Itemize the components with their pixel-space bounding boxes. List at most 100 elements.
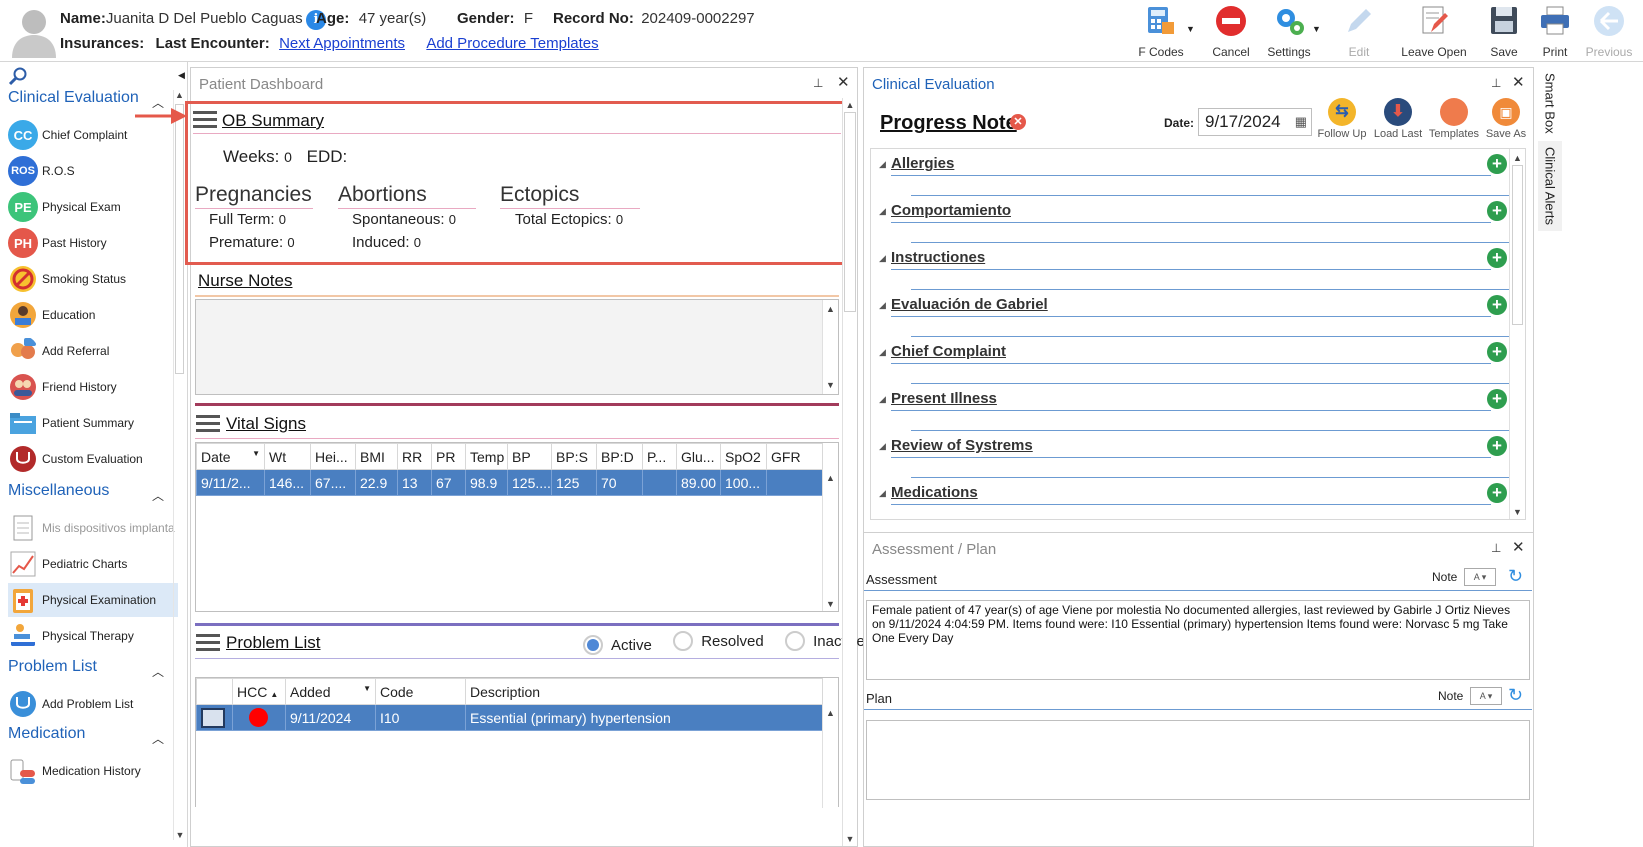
table-cell[interactable]: 67 (431, 469, 466, 496)
sidebar-item-past-history[interactable]: PH Past History (8, 226, 178, 260)
scroll-up-icon[interactable]: ▲ (175, 90, 184, 100)
add-icon[interactable]: + (1487, 154, 1507, 174)
nurse-notes-scrollbar[interactable]: ▲ ▼ (822, 300, 838, 394)
next-appointments-link[interactable]: Next Appointments (279, 35, 405, 52)
chevron-up-icon[interactable]: ︿ (152, 96, 165, 110)
pin-icon[interactable]: ⊥ (813, 76, 824, 90)
scroll-up-icon[interactable]: ▲ (826, 304, 835, 314)
column-header[interactable]: BP:S (551, 443, 597, 470)
collapse-arrow-icon[interactable]: ◢ (879, 394, 886, 404)
add-icon[interactable]: + (1487, 389, 1507, 409)
add-icon[interactable]: + (1487, 201, 1507, 221)
section-medications[interactable]: ◢ Medications + (879, 480, 1519, 519)
column-header[interactable]: BP (507, 443, 552, 470)
date-input[interactable]: 9/17/2024 ▦ (1198, 108, 1312, 136)
table-cell[interactable]: I10 (375, 704, 466, 731)
column-header[interactable]: Added ▼ (285, 678, 376, 705)
column-header[interactable]: PR (431, 443, 466, 470)
settings-button[interactable]: Settings (1256, 4, 1322, 60)
close-icon[interactable]: ✕ (1512, 74, 1525, 91)
section-allergies[interactable]: ◢ Allergies + (879, 151, 1519, 198)
sidebar-item-custom-evaluation[interactable]: Custom Evaluation (8, 442, 178, 476)
pin-icon[interactable]: ⊥ (1491, 76, 1502, 90)
info-icon[interactable]: i (306, 10, 326, 30)
column-header[interactable]: P... (642, 443, 677, 470)
column-header[interactable]: Date ▼ (196, 443, 265, 470)
column-header[interactable]: Glu... (676, 443, 721, 470)
edit-button[interactable]: Edit (1326, 4, 1392, 60)
vital-signs-scrollbar[interactable]: ▲ ▼ (822, 469, 838, 611)
column-header[interactable]: Hei... (310, 443, 356, 470)
add-icon[interactable]: + (1487, 342, 1507, 362)
load-last-button[interactable]: ⬇ Load Last (1368, 98, 1428, 140)
scroll-up-icon[interactable]: ▲ (826, 708, 835, 718)
table-cell[interactable]: 125 (551, 469, 597, 496)
column-header[interactable]: Code (375, 678, 466, 705)
scroll-thumb[interactable] (175, 104, 184, 374)
section-label[interactable]: Chief Complaint (891, 343, 1006, 360)
scroll-down-icon[interactable]: ▼ (175, 830, 185, 840)
radio-circle[interactable] (785, 631, 806, 651)
table-cell[interactable]: Essential (primary) hypertension (465, 704, 823, 731)
table-cell[interactable]: 89.00 (676, 469, 721, 496)
table-cell[interactable]: 67.... (310, 469, 356, 496)
add-procedure-templates-link[interactable]: Add Procedure Templates (426, 35, 599, 52)
close-icon[interactable]: ✕ (837, 74, 850, 91)
sidebar-item-physical-therapy[interactable]: Physical Therapy (8, 619, 178, 653)
table-cell[interactable] (642, 469, 677, 496)
section-label[interactable]: Present Illness (891, 390, 997, 407)
table-row[interactable]: 9/11/2024 I10 Essential (primary) hypert… (196, 704, 823, 731)
table-cell[interactable]: 9/11/2024 (285, 704, 376, 731)
add-icon[interactable]: + (1487, 483, 1507, 503)
collapse-arrow-icon[interactable]: ◢ (879, 488, 886, 498)
table-cell[interactable]: 146... (264, 469, 311, 496)
scroll-up-icon[interactable]: ▲ (826, 473, 835, 483)
assessment-text-area[interactable]: Female patient of 47 year(s) of age Vien… (866, 600, 1530, 680)
note-title[interactable]: Progress Note (880, 112, 1017, 134)
section-present-illness[interactable]: ◢ Present Illness + (879, 386, 1519, 433)
scroll-down-icon[interactable]: ▼ (1513, 507, 1522, 517)
sort-dropdown-icon[interactable]: ▼ (363, 683, 371, 693)
sidebar-item-medication-history[interactable]: Medication History (8, 754, 178, 788)
column-header[interactable]: BMI (355, 443, 398, 470)
column-header[interactable]: Wt (264, 443, 311, 470)
add-icon[interactable]: + (1487, 436, 1507, 456)
cancel-button[interactable]: Cancel (1198, 4, 1264, 60)
chevron-up-icon[interactable]: ︿ (152, 665, 165, 679)
scroll-thumb[interactable] (844, 112, 856, 312)
sidebar-item-patient-summary[interactable]: Patient Summary (8, 406, 178, 440)
refresh-icon[interactable]: ↻ (1508, 566, 1524, 586)
plan-text-area[interactable] (866, 720, 1530, 800)
sidebar-scrollbar[interactable]: ▲ ▼ (173, 90, 185, 840)
fcodes-button[interactable]: F Codes (1128, 4, 1194, 60)
sidebar-item-smoking-status[interactable]: Smoking Status (8, 262, 178, 296)
sidebar-item-add-problem-list[interactable]: Add Problem List (8, 687, 178, 721)
section-chief-complaint[interactable]: ◢ Chief Complaint + (879, 339, 1519, 386)
table-cell[interactable] (766, 469, 823, 496)
refresh-icon[interactable]: ↻ (1508, 685, 1524, 705)
column-header[interactable] (196, 678, 233, 705)
add-icon[interactable]: + (1487, 295, 1507, 315)
problem-list-scrollbar[interactable]: ▲ (822, 704, 838, 808)
scroll-thumb[interactable] (1512, 165, 1523, 325)
problem-list-title[interactable]: Problem List (226, 633, 321, 652)
add-icon[interactable]: + (1487, 248, 1507, 268)
dashboard-scrollbar[interactable]: ▲ ▼ (842, 98, 857, 846)
scroll-up-icon[interactable]: ▲ (1513, 153, 1522, 163)
nurse-notes-title[interactable]: Nurse Notes (198, 271, 293, 290)
collapse-sidebar-icon[interactable]: ◀ (178, 70, 185, 80)
previous-button[interactable]: Previous (1576, 4, 1642, 60)
section-label[interactable]: Medications (891, 484, 978, 501)
remove-note-icon[interactable]: ✕ (1010, 114, 1026, 130)
hamburger-icon[interactable] (196, 415, 220, 433)
column-header[interactable]: BP:D (596, 443, 643, 470)
note-format-dropdown[interactable]: A ▾ (1464, 568, 1496, 586)
sidebar-item-pediatric-charts[interactable]: Pediatric Charts (8, 547, 178, 581)
collapse-arrow-icon[interactable]: ◢ (879, 347, 886, 357)
scroll-up-icon[interactable]: ▲ (845, 100, 855, 110)
sidebar-item-friend-history[interactable]: Friend History (8, 370, 178, 404)
section-miscellaneous[interactable]: Miscellaneous (8, 482, 110, 499)
tab-clinical-alerts[interactable]: Clinical Alerts (1538, 141, 1562, 231)
section-evaluacion-de-gabriel[interactable]: ◢ Evaluación de Gabriel + (879, 292, 1519, 339)
table-cell[interactable]: 70 (596, 469, 643, 496)
